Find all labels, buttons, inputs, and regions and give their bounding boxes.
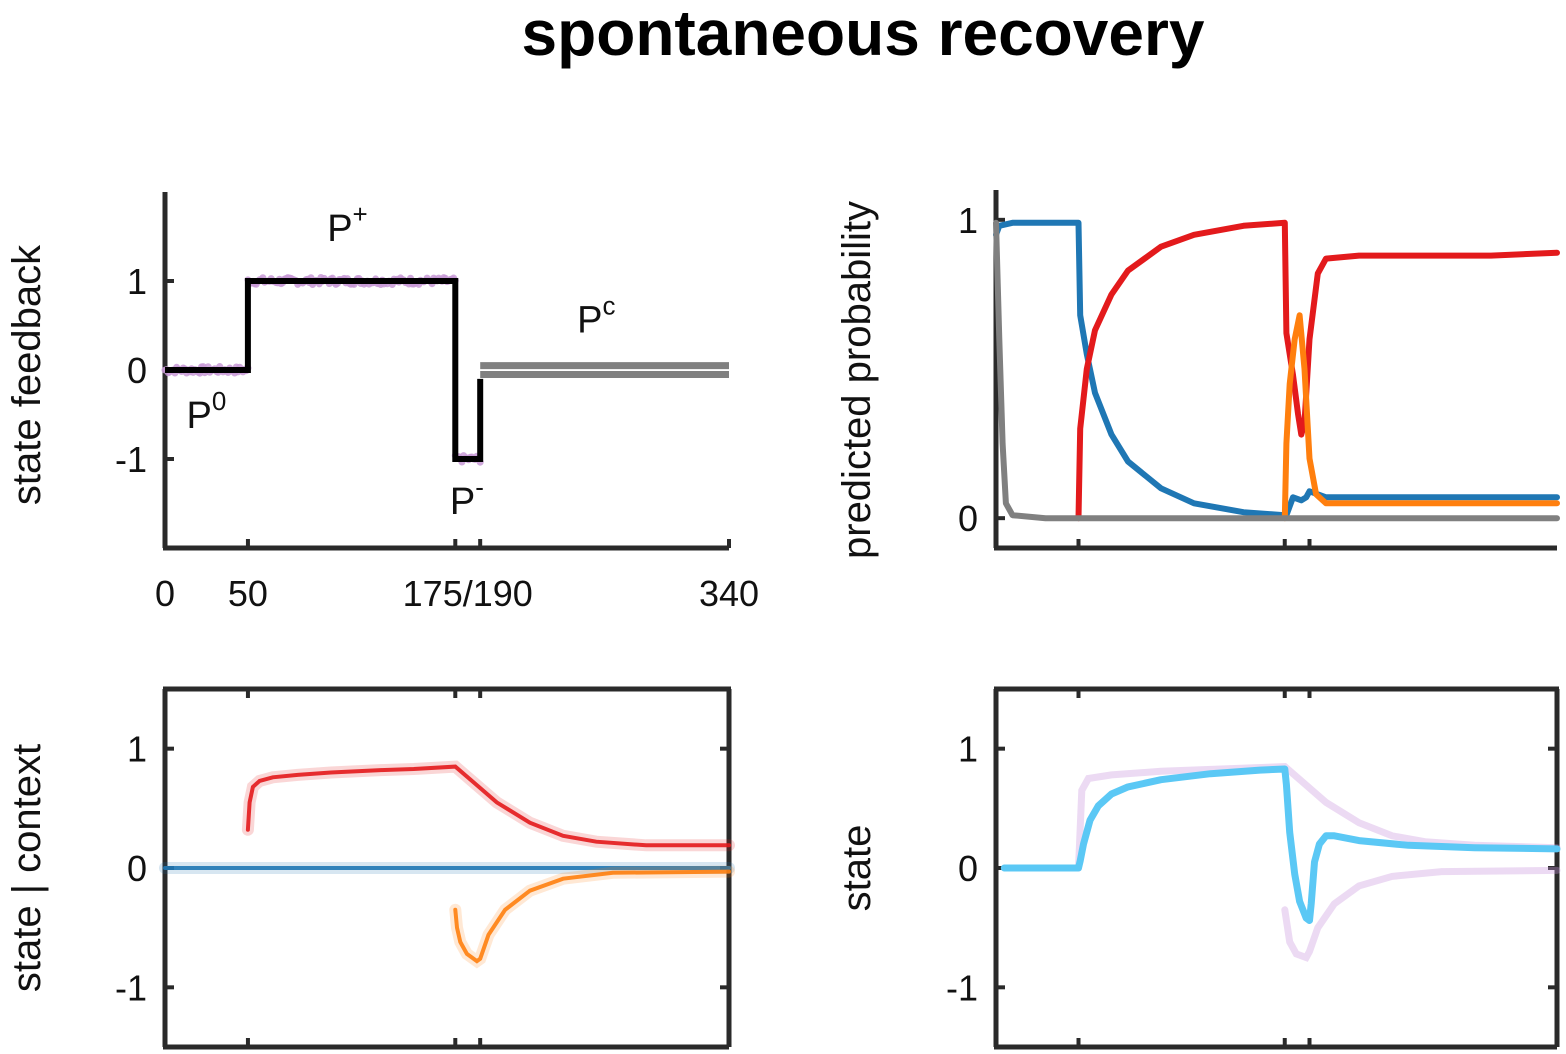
orange-state-band (449, 865, 735, 969)
orange-state-line (453, 869, 731, 964)
panel-state-feedback: 1 0 -1 0 50 175/190 340 state feedback P0 P+ P- Pc (5, 192, 759, 614)
y-axis-label: state | context (5, 744, 49, 992)
y-tick-label: 1 (127, 729, 147, 770)
blue-probability-line (993, 219, 1560, 519)
y-axis-label: state (835, 825, 879, 912)
red-state-band (241, 760, 735, 852)
x-tick-label: 175/190 (403, 573, 533, 614)
phase-label: P0 (187, 386, 227, 437)
y-tick-label: -1 (115, 439, 147, 480)
red-state-line (245, 764, 731, 848)
purple-faint-state-line (1281, 866, 1561, 962)
x-tick-label: 50 (228, 573, 268, 614)
y-tick-label: -1 (115, 967, 147, 1008)
y-tick-label: 1 (958, 200, 978, 241)
y-tick-label: 1 (127, 261, 147, 302)
y-axis-label: predicted probability (835, 201, 879, 559)
y-tick-label: 0 (958, 498, 978, 539)
y-axis-label: state feedback (5, 244, 49, 505)
gray-probability-line (993, 219, 1560, 522)
phase-label: P+ (327, 199, 368, 250)
x-tick-label: 0 (155, 573, 175, 614)
y-tick-label: 0 (958, 848, 978, 889)
panel-state-given-context: 1 0 -1 state | context (5, 686, 735, 1050)
purple-faint-state-line (1075, 763, 1561, 872)
paradigm-line (165, 278, 484, 462)
phase-label: P- (450, 472, 484, 523)
y-tick-label: 0 (127, 350, 147, 391)
y-tick-label: 0 (127, 848, 147, 889)
red-probability-line (1075, 219, 1560, 522)
light-blue-state-line (1000, 765, 1561, 924)
y-tick-label: -1 (946, 967, 978, 1008)
phase-label: Pc (577, 291, 615, 342)
x-tick-label: 340 (699, 573, 759, 614)
y-tick-label: 1 (958, 729, 978, 770)
panel-predicted-probability: 1 0 predicted probability (835, 190, 1560, 559)
figure-title: spontaneous recovery (522, 0, 1205, 69)
orange-probability-line (1281, 312, 1560, 522)
panel-state: 1 0 -1 state (835, 686, 1561, 1050)
